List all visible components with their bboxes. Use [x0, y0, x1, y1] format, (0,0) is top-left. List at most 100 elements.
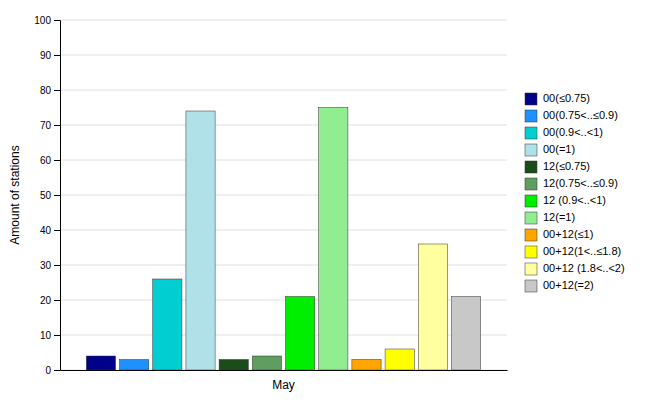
- legend-item: 00(=1): [525, 143, 575, 156]
- chart: 0 10 20 30 40 50 60 70 80 90 100 May Amount of stati…: [0, 0, 667, 415]
- tick: 20: [40, 295, 60, 306]
- y-axis-title: Amount of stations: [8, 145, 22, 244]
- legend-item: 12(0.75<..≤0.9): [525, 177, 618, 190]
- tick-label: 70: [40, 120, 52, 131]
- tick-label: 30: [40, 260, 52, 271]
- bar: [451, 297, 480, 371]
- tick-mark: [54, 300, 60, 301]
- bar: [385, 349, 414, 370]
- grid-line: [60, 160, 507, 161]
- bar: [352, 360, 381, 371]
- legend-item: 00+12(=2): [525, 279, 594, 292]
- legend-swatch: [525, 127, 537, 139]
- legend-label: 00+12 (1.8<..<2): [543, 262, 625, 274]
- grid-line: [60, 55, 507, 56]
- plot: 0 10 20 30 40 50 60 70 80 90 100 May: [34, 15, 507, 392]
- tick-label: 0: [45, 365, 51, 376]
- bar: [186, 111, 215, 370]
- tick-mark: [54, 55, 60, 56]
- axis-domain: [54, 21, 61, 371]
- grid-line: [60, 125, 507, 126]
- tick: 90: [40, 50, 60, 61]
- axis-domain: [61, 370, 508, 371]
- tick-mark: [54, 370, 60, 371]
- tick: 0: [45, 365, 60, 376]
- legend-swatch: [525, 178, 537, 190]
- grid-line: [60, 20, 507, 21]
- tick-label: 10: [40, 330, 52, 341]
- legend-swatch: [525, 263, 537, 275]
- grid: [60, 20, 507, 370]
- legend-label: 12(≤0.75): [543, 160, 590, 172]
- tick-mark: [54, 335, 60, 336]
- legend-label: 12 (0.9<..<1): [543, 194, 606, 206]
- tick: 10: [40, 330, 60, 341]
- legend-label: 12(0.75<..≤0.9): [543, 177, 618, 189]
- legend: 00(≤0.75) 00(0.75<..≤0.9) 00(0.9<..<1) 00(=…: [525, 92, 625, 292]
- tick: 70: [40, 120, 60, 131]
- grid-line: [60, 230, 507, 231]
- tick: 40: [40, 225, 60, 236]
- tick: 30: [40, 260, 60, 271]
- legend-item: 00+12(1<..≤1.8): [525, 245, 621, 258]
- legend-label: 00(=1): [543, 143, 575, 155]
- legend-swatch: [525, 246, 537, 258]
- bar: [252, 356, 281, 370]
- bar: [153, 279, 182, 370]
- grid-line: [60, 195, 507, 196]
- tick-label: 100: [34, 15, 51, 26]
- tick-label: 40: [40, 225, 52, 236]
- legend-label: 00+12(=2): [543, 279, 594, 291]
- legend-label: 00(0.9<..<1): [543, 126, 603, 138]
- legend-swatch: [525, 195, 537, 207]
- bar: [120, 360, 149, 371]
- tick-mark: [54, 90, 60, 91]
- bar: [86, 356, 115, 370]
- legend-swatch: [525, 280, 537, 292]
- grid-line: [60, 90, 507, 91]
- tick-label: 80: [40, 85, 52, 96]
- legend-item: 00+12(≤1): [525, 228, 593, 241]
- tick-mark: [54, 20, 60, 21]
- tick: 100: [34, 15, 60, 26]
- tick: 50: [40, 190, 60, 201]
- tick-label: May: [272, 378, 295, 392]
- legend-label: 12(=1): [543, 211, 575, 223]
- tick-mark: [54, 265, 60, 266]
- legend-item: 00(0.75<..≤0.9): [525, 109, 618, 122]
- legend-label: 00+12(1<..≤1.8): [543, 245, 621, 257]
- legend-label: 00(≤0.75): [543, 92, 590, 104]
- legend-item: 00+12 (1.8<..<2): [525, 262, 625, 275]
- tick: May: [272, 370, 295, 392]
- tick-mark: [54, 195, 60, 196]
- legend-swatch: [525, 93, 537, 105]
- tick-mark: [54, 125, 60, 126]
- legend-item: 12 (0.9<..<1): [525, 194, 606, 207]
- tick-mark: [54, 160, 60, 161]
- legend-swatch: [525, 229, 537, 241]
- legend-swatch: [525, 110, 537, 122]
- legend-swatch: [525, 161, 537, 173]
- tick-label: 90: [40, 50, 52, 61]
- bar: [219, 360, 248, 371]
- legend-item: 00(≤0.75): [525, 92, 590, 105]
- tick: 60: [40, 155, 60, 166]
- y-axis: 0 10 20 30 40 50 60 70 80 90 100: [34, 15, 60, 376]
- legend-label: 00(0.75<..≤0.9): [543, 109, 618, 121]
- legend-swatch: [525, 212, 537, 224]
- x-axis: May: [61, 370, 508, 392]
- legend-item: 12(≤0.75): [525, 160, 590, 173]
- bar: [319, 108, 348, 371]
- legend-label: 00+12(≤1): [543, 228, 593, 240]
- bar: [418, 244, 447, 370]
- tick-label: 20: [40, 295, 52, 306]
- tick-mark: [54, 230, 60, 231]
- legend-item: 12(=1): [525, 211, 575, 224]
- legend-swatch: [525, 144, 537, 156]
- tick: 80: [40, 85, 60, 96]
- legend-item: 00(0.9<..<1): [525, 126, 603, 139]
- bar: [285, 297, 314, 371]
- bars: [86, 108, 480, 371]
- tick-label: 60: [40, 155, 52, 166]
- tick-label: 50: [40, 190, 52, 201]
